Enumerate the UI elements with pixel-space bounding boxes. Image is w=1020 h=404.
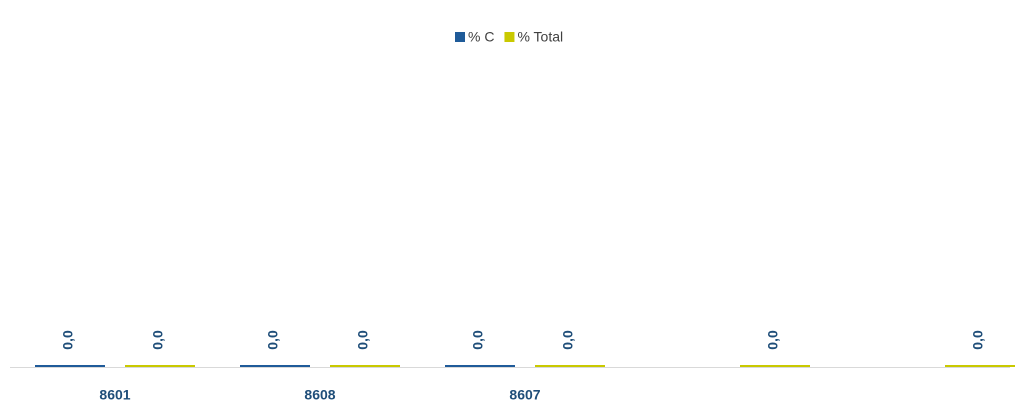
value-label: 0,0 xyxy=(560,330,576,350)
value-label: 0,0 xyxy=(265,330,281,350)
value-label: 0,0 xyxy=(355,330,371,350)
value-label: 0,0 xyxy=(765,330,781,350)
value-label: 0,0 xyxy=(60,330,76,350)
value-label: 0,0 xyxy=(970,330,986,350)
x-tick-label: 8608 xyxy=(304,387,335,403)
bar xyxy=(240,365,310,367)
value-label: 0,0 xyxy=(150,330,166,350)
bar xyxy=(35,365,105,367)
x-tick-label: 8607 xyxy=(509,387,540,403)
legend-label: % C xyxy=(468,29,494,45)
bar xyxy=(125,365,195,367)
bar xyxy=(740,365,810,367)
legend-swatch xyxy=(455,32,465,42)
x-tick-label: 8601 xyxy=(99,387,130,403)
bar xyxy=(535,365,605,367)
bar xyxy=(945,365,1015,367)
value-label: 0,0 xyxy=(470,330,486,350)
legend-label: % Total xyxy=(517,29,563,45)
bar xyxy=(445,365,515,367)
legend-swatch xyxy=(504,32,515,42)
bar xyxy=(330,365,400,367)
